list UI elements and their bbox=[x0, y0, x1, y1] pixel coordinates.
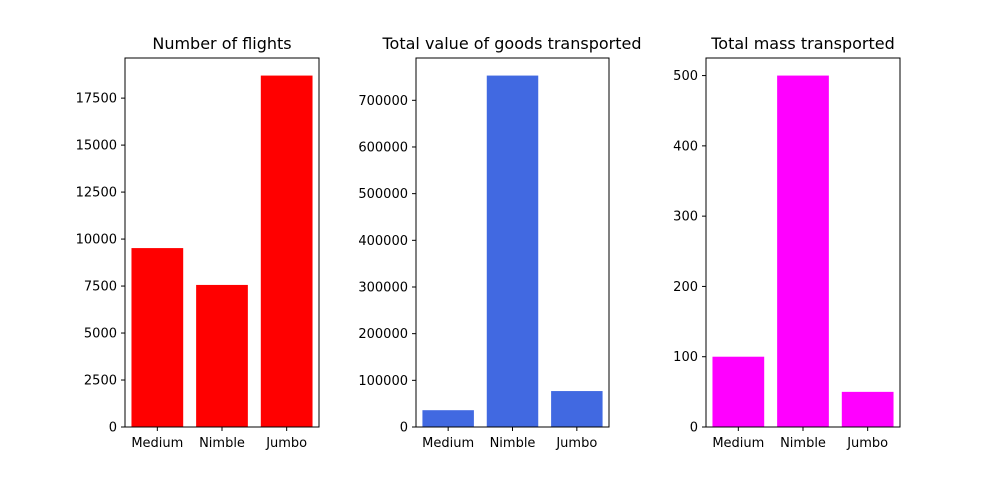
x-tick-label: Nimble bbox=[490, 436, 536, 451]
y-tick-label: 0 bbox=[109, 421, 117, 436]
chart-title: Number of flights bbox=[152, 34, 291, 53]
y-tick-label: 700000 bbox=[358, 94, 408, 109]
y-tick-label: 0 bbox=[400, 421, 408, 436]
y-tick-label: 100000 bbox=[358, 374, 408, 389]
bar-medium bbox=[422, 410, 474, 427]
y-tick-label: 5000 bbox=[84, 327, 117, 342]
y-tick-label: 300 bbox=[673, 210, 698, 225]
bar-medium bbox=[712, 356, 765, 427]
subplot-flights: Number of flights 0 2500 5000 7500 10000 1250… bbox=[76, 34, 320, 451]
y-tick-label: 400 bbox=[673, 139, 698, 154]
subplot-goods-value: Total value of goods transported 0 100000… bbox=[358, 34, 641, 451]
x-tick-label: Nimble bbox=[780, 436, 826, 451]
subplot-mass: Total mass transported 0100200300400500 … bbox=[673, 34, 901, 451]
y-tick-label: 100 bbox=[673, 350, 698, 365]
y-tick-label: 12500 bbox=[76, 186, 117, 201]
x-tick-label: Medium bbox=[422, 436, 474, 451]
x-tick-label: Jumbo bbox=[265, 436, 307, 451]
chart-title: Total mass transported bbox=[710, 34, 895, 53]
y-tick-label: 17500 bbox=[76, 92, 117, 107]
chart-title: Total value of goods transported bbox=[382, 34, 642, 53]
y-tick-label: 400000 bbox=[358, 234, 408, 249]
x-tick-label: Medium bbox=[131, 436, 183, 451]
bar-jumbo bbox=[551, 391, 603, 427]
x-tick-label: Jumbo bbox=[846, 436, 888, 451]
bar-nimble bbox=[196, 284, 248, 427]
y-tick-label: 600000 bbox=[358, 140, 408, 155]
axes-frame bbox=[124, 57, 320, 428]
bar-jumbo bbox=[841, 391, 894, 427]
axes-frame bbox=[415, 57, 610, 428]
bar-jumbo bbox=[260, 75, 313, 427]
bar-nimble bbox=[486, 75, 539, 427]
x-tick-label: Nimble bbox=[199, 436, 245, 451]
y-tick-label: 500000 bbox=[358, 187, 408, 202]
y-tick-label: 300000 bbox=[358, 280, 408, 295]
axes-frame bbox=[705, 57, 901, 428]
y-tick-label: 7500 bbox=[84, 280, 117, 295]
y-tick-label: 15000 bbox=[76, 139, 117, 154]
y-tick-label: 200000 bbox=[358, 327, 408, 342]
bar-nimble bbox=[777, 75, 829, 427]
y-tick-label: 200 bbox=[673, 280, 698, 295]
y-tick-label: 0 bbox=[690, 421, 698, 436]
x-tick-label: Medium bbox=[712, 436, 764, 451]
y-tick-label: 2500 bbox=[84, 374, 117, 389]
y-tick-label: 500 bbox=[673, 69, 698, 84]
x-tick-label: Jumbo bbox=[555, 436, 597, 451]
y-tick-label: 10000 bbox=[76, 233, 117, 248]
bar-medium bbox=[131, 248, 184, 427]
